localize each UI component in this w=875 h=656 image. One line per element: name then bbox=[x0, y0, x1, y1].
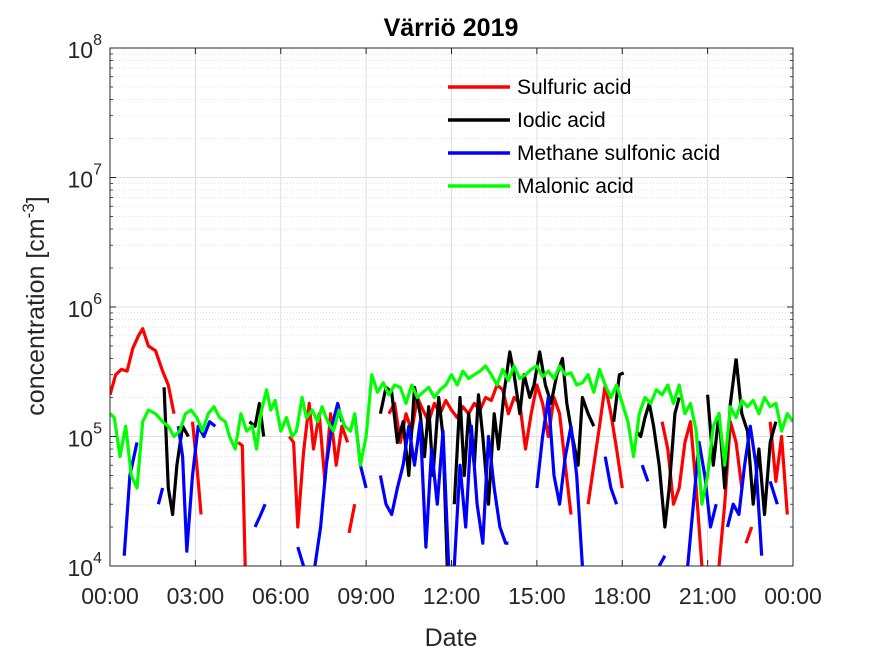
legend: Sulfuric acid Iodic acid Methane sulfonic … bbox=[448, 76, 720, 198]
legend-label: Methane sulfonic acid bbox=[517, 142, 720, 165]
axis-ticks bbox=[109, 47, 794, 567]
y-tick-base: 10 bbox=[68, 555, 94, 581]
y-tick-exponent: 4 bbox=[93, 550, 102, 567]
x-tick-label: 12:00 bbox=[423, 583, 481, 609]
y-tick-base: 10 bbox=[68, 426, 94, 452]
y-axis-title-exponent: -3 bbox=[19, 203, 38, 218]
x-axis-title: Date bbox=[425, 624, 478, 652]
y-axis-title: concentration [cm-3] bbox=[19, 196, 50, 415]
series-line bbox=[110, 364, 793, 506]
x-tick-label: 06:00 bbox=[252, 583, 310, 609]
y-tick-label: 106 bbox=[68, 291, 103, 322]
legend-label: Malonic acid bbox=[517, 175, 634, 198]
y-tick-exponent: 7 bbox=[93, 162, 102, 179]
y-tick-label: 104 bbox=[68, 550, 103, 581]
y-tick-exponent: 6 bbox=[93, 291, 102, 308]
x-tick-label: 00:00 bbox=[81, 583, 139, 609]
legend-label: Sulfuric acid bbox=[517, 76, 631, 99]
x-tick-label: 09:00 bbox=[337, 583, 395, 609]
x-tick-label: 15:00 bbox=[508, 583, 566, 609]
x-tick-label: 03:00 bbox=[167, 583, 225, 609]
y-tick-exponent: 8 bbox=[93, 32, 102, 49]
x-tick-label: 00:00 bbox=[764, 583, 822, 609]
y-tick-label: 105 bbox=[68, 421, 103, 452]
y-tick-base: 10 bbox=[68, 296, 94, 322]
y-tick-base: 10 bbox=[68, 167, 94, 193]
y-tick-label: 107 bbox=[68, 162, 103, 193]
series-malonic-acid bbox=[110, 364, 793, 506]
y-axis-title-close: ] bbox=[22, 196, 50, 203]
y-tick-exponent: 5 bbox=[93, 421, 102, 438]
y-tick-label: 108 bbox=[68, 32, 103, 63]
x-tick-label: 18:00 bbox=[593, 583, 651, 609]
x-tick-label: 21:00 bbox=[679, 583, 737, 609]
series-layer bbox=[110, 327, 793, 566]
y-tick-base: 10 bbox=[68, 37, 94, 63]
x-tick-labels: 00:00 03:00 06:00 09:00 12:00 15:00 18:00 21:00… bbox=[81, 583, 822, 609]
chart-title: Värriö 2019 bbox=[384, 14, 519, 42]
legend-label: Iodic acid bbox=[517, 109, 606, 132]
y-axis-title-main: concentration [cm bbox=[22, 218, 50, 415]
